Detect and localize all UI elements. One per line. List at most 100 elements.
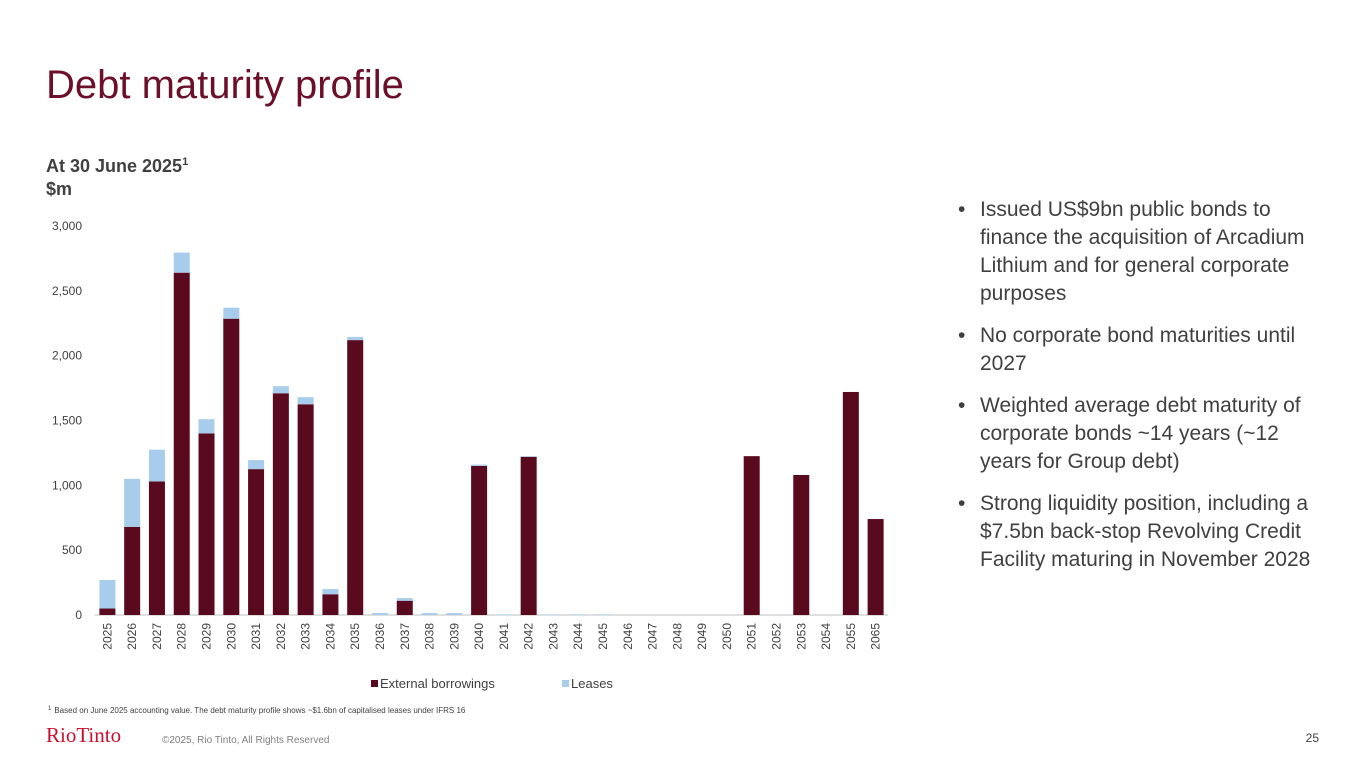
bar-segment <box>148 449 165 482</box>
bar-segment <box>124 526 141 615</box>
x-tick-label: 2043 <box>546 623 560 650</box>
x-tick-label: 2049 <box>695 623 709 650</box>
bullet: Strong liquidity position, including a $… <box>958 490 1318 574</box>
bar-segment <box>297 404 314 615</box>
bar-segment <box>223 318 240 615</box>
x-tick-label: 2052 <box>769 623 783 650</box>
bar-segment <box>322 594 339 615</box>
x-tick-label: 2038 <box>423 623 437 650</box>
bar-segment <box>446 613 463 615</box>
x-tick-label: 2029 <box>200 623 214 650</box>
page-number: 25 <box>1306 731 1320 745</box>
bar-segment <box>297 397 314 405</box>
bullet: Issued US$9bn public bonds to finance th… <box>958 196 1318 308</box>
x-tick-label: 2035 <box>348 623 362 650</box>
x-tick-label: 2048 <box>670 623 684 650</box>
bar-segment <box>99 579 116 609</box>
logo: RioTinto <box>46 723 121 747</box>
bar-segment <box>148 481 165 615</box>
subtitle-superscript: 1 <box>182 156 188 168</box>
bar-segment <box>272 386 289 394</box>
bar-segment <box>371 613 388 615</box>
bar-segment <box>520 456 537 615</box>
bar-segment <box>396 600 413 615</box>
bar-segment <box>570 614 587 615</box>
bar-segment <box>396 598 413 601</box>
x-tick-label: 2036 <box>373 623 387 650</box>
bar-segment <box>223 307 240 319</box>
y-axis-label: $m <box>46 179 72 199</box>
bar-segment <box>347 340 364 615</box>
x-tick-label: 2034 <box>323 623 337 650</box>
bar-segment <box>198 419 215 434</box>
legend-swatch <box>371 680 378 687</box>
y-tick-label: 500 <box>62 543 82 557</box>
y-tick-label: 2,500 <box>52 284 82 298</box>
bullet: No corporate bond maturities until 2027 <box>958 322 1318 378</box>
x-tick-label: 2054 <box>819 623 833 650</box>
bullet: Weighted average debt maturity of corpor… <box>958 392 1318 476</box>
y-tick-label: 0 <box>75 608 82 622</box>
x-tick-label: 2040 <box>472 623 486 650</box>
slide-title: Debt maturity profile <box>46 63 404 107</box>
legend-label: Leases <box>571 676 613 691</box>
x-tick-label: 2042 <box>522 623 536 650</box>
bar-segment <box>322 589 339 595</box>
x-tick-label: 2046 <box>621 623 635 650</box>
bar-segment <box>495 614 512 615</box>
y-tick-label: 3,000 <box>52 219 82 233</box>
legend-swatch <box>562 680 569 687</box>
copyright: ©2025, Rio Tinto, All Rights Reserved <box>162 735 329 746</box>
y-tick-label: 1,500 <box>52 414 82 428</box>
bar-segment <box>248 460 265 470</box>
bar-segment <box>347 336 364 341</box>
bar-segment <box>595 614 612 615</box>
x-tick-label: 2045 <box>596 623 610 650</box>
bar-segment <box>99 608 116 615</box>
x-tick-label: 2041 <box>497 623 511 650</box>
bar-segment <box>793 474 810 615</box>
y-tick-label: 1,000 <box>52 478 82 492</box>
x-tick-label: 2028 <box>175 623 189 650</box>
bar-segment <box>198 433 215 615</box>
legend-label: External borrowings <box>380 676 495 691</box>
bar-segment <box>545 614 562 615</box>
bar-segment <box>520 456 537 457</box>
footnote-text: Based on June 2025 accounting value. The… <box>54 706 466 715</box>
x-tick-label: 2033 <box>299 623 313 650</box>
x-tick-label: 2044 <box>571 623 585 650</box>
bullet-list: Issued US$9bn public bonds to finance th… <box>958 196 1318 588</box>
x-tick-label: 2051 <box>745 623 759 650</box>
y-tick-label: 2,000 <box>52 349 82 363</box>
subtitle-text: At 30 June 2025 <box>46 156 182 176</box>
x-tick-label: 2027 <box>150 623 164 650</box>
x-tick-label: 2037 <box>398 623 412 650</box>
x-tick-label: 2047 <box>646 623 660 650</box>
bar-segment <box>173 272 190 615</box>
bar-segment <box>743 456 760 615</box>
bar-segment <box>421 613 438 615</box>
bar-segment <box>248 469 265 615</box>
bar-segment <box>272 393 289 615</box>
x-tick-label: 2032 <box>274 623 288 650</box>
bar-segment <box>471 465 488 615</box>
bar-segment <box>471 464 488 466</box>
x-tick-label: 2025 <box>100 623 114 650</box>
x-tick-label: 2031 <box>249 623 263 650</box>
chart-subtitle: At 30 June 20251 <box>46 156 188 176</box>
bar-segment <box>867 519 884 615</box>
bar-segment <box>842 391 859 615</box>
x-tick-label: 2039 <box>447 623 461 650</box>
footnote-marker: 1 <box>48 706 52 712</box>
x-tick-label: 2055 <box>844 623 858 650</box>
x-tick-label: 2053 <box>794 623 808 650</box>
x-tick-label: 2026 <box>125 623 139 650</box>
x-tick-label: 2050 <box>720 623 734 650</box>
bar-segment <box>124 478 141 527</box>
x-tick-label: 2030 <box>224 623 238 650</box>
footnote: 1 Based on June 2025 accounting value. Th… <box>48 706 466 715</box>
x-tick-label: 2065 <box>869 623 883 650</box>
bar-segment <box>173 252 190 273</box>
